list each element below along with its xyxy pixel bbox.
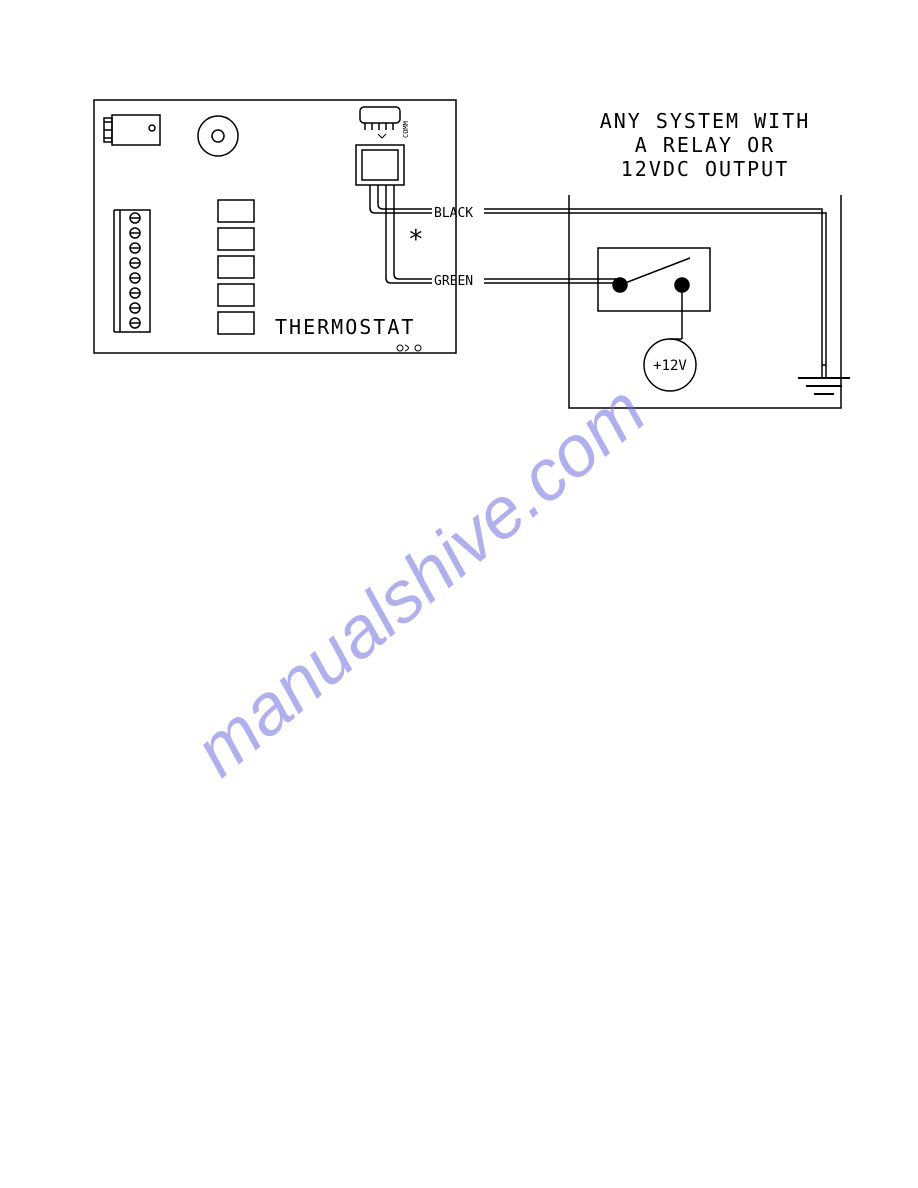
small-box-2 <box>218 228 254 250</box>
wire-black-cont1 <box>484 213 826 365</box>
small-box-4 <box>218 284 254 306</box>
bottom-symbol <box>397 345 421 351</box>
connector-inner <box>362 150 398 180</box>
system-title-2: A RELAY OR <box>635 133 775 157</box>
v12-label: +12V <box>653 358 687 374</box>
connector-outer <box>356 145 404 185</box>
system-box <box>569 195 841 408</box>
terminal-circles <box>130 213 140 328</box>
knob-outer <box>198 116 238 156</box>
wire-black-cont2 <box>484 209 822 365</box>
wiring-diagram: THERMOSTAT COMM <box>0 0 918 1188</box>
knob-inner <box>212 130 224 142</box>
header-pins <box>360 107 400 123</box>
asterisk: * <box>408 225 424 255</box>
wire-green-label: GREEN <box>434 274 473 289</box>
system-title-3: 12VDC OUTPUT <box>621 157 790 181</box>
component-small <box>112 115 160 145</box>
thermostat-label: THERMOSTAT <box>275 315 415 339</box>
wire-black-label: BLACK <box>434 206 473 221</box>
small-box-1 <box>218 200 254 222</box>
small-box-3 <box>218 256 254 278</box>
system-title-1: ANY SYSTEM WITH <box>600 109 811 133</box>
small-box-5 <box>218 312 254 334</box>
relay-dot-2 <box>675 278 689 292</box>
comm-label: COMM <box>402 121 410 138</box>
